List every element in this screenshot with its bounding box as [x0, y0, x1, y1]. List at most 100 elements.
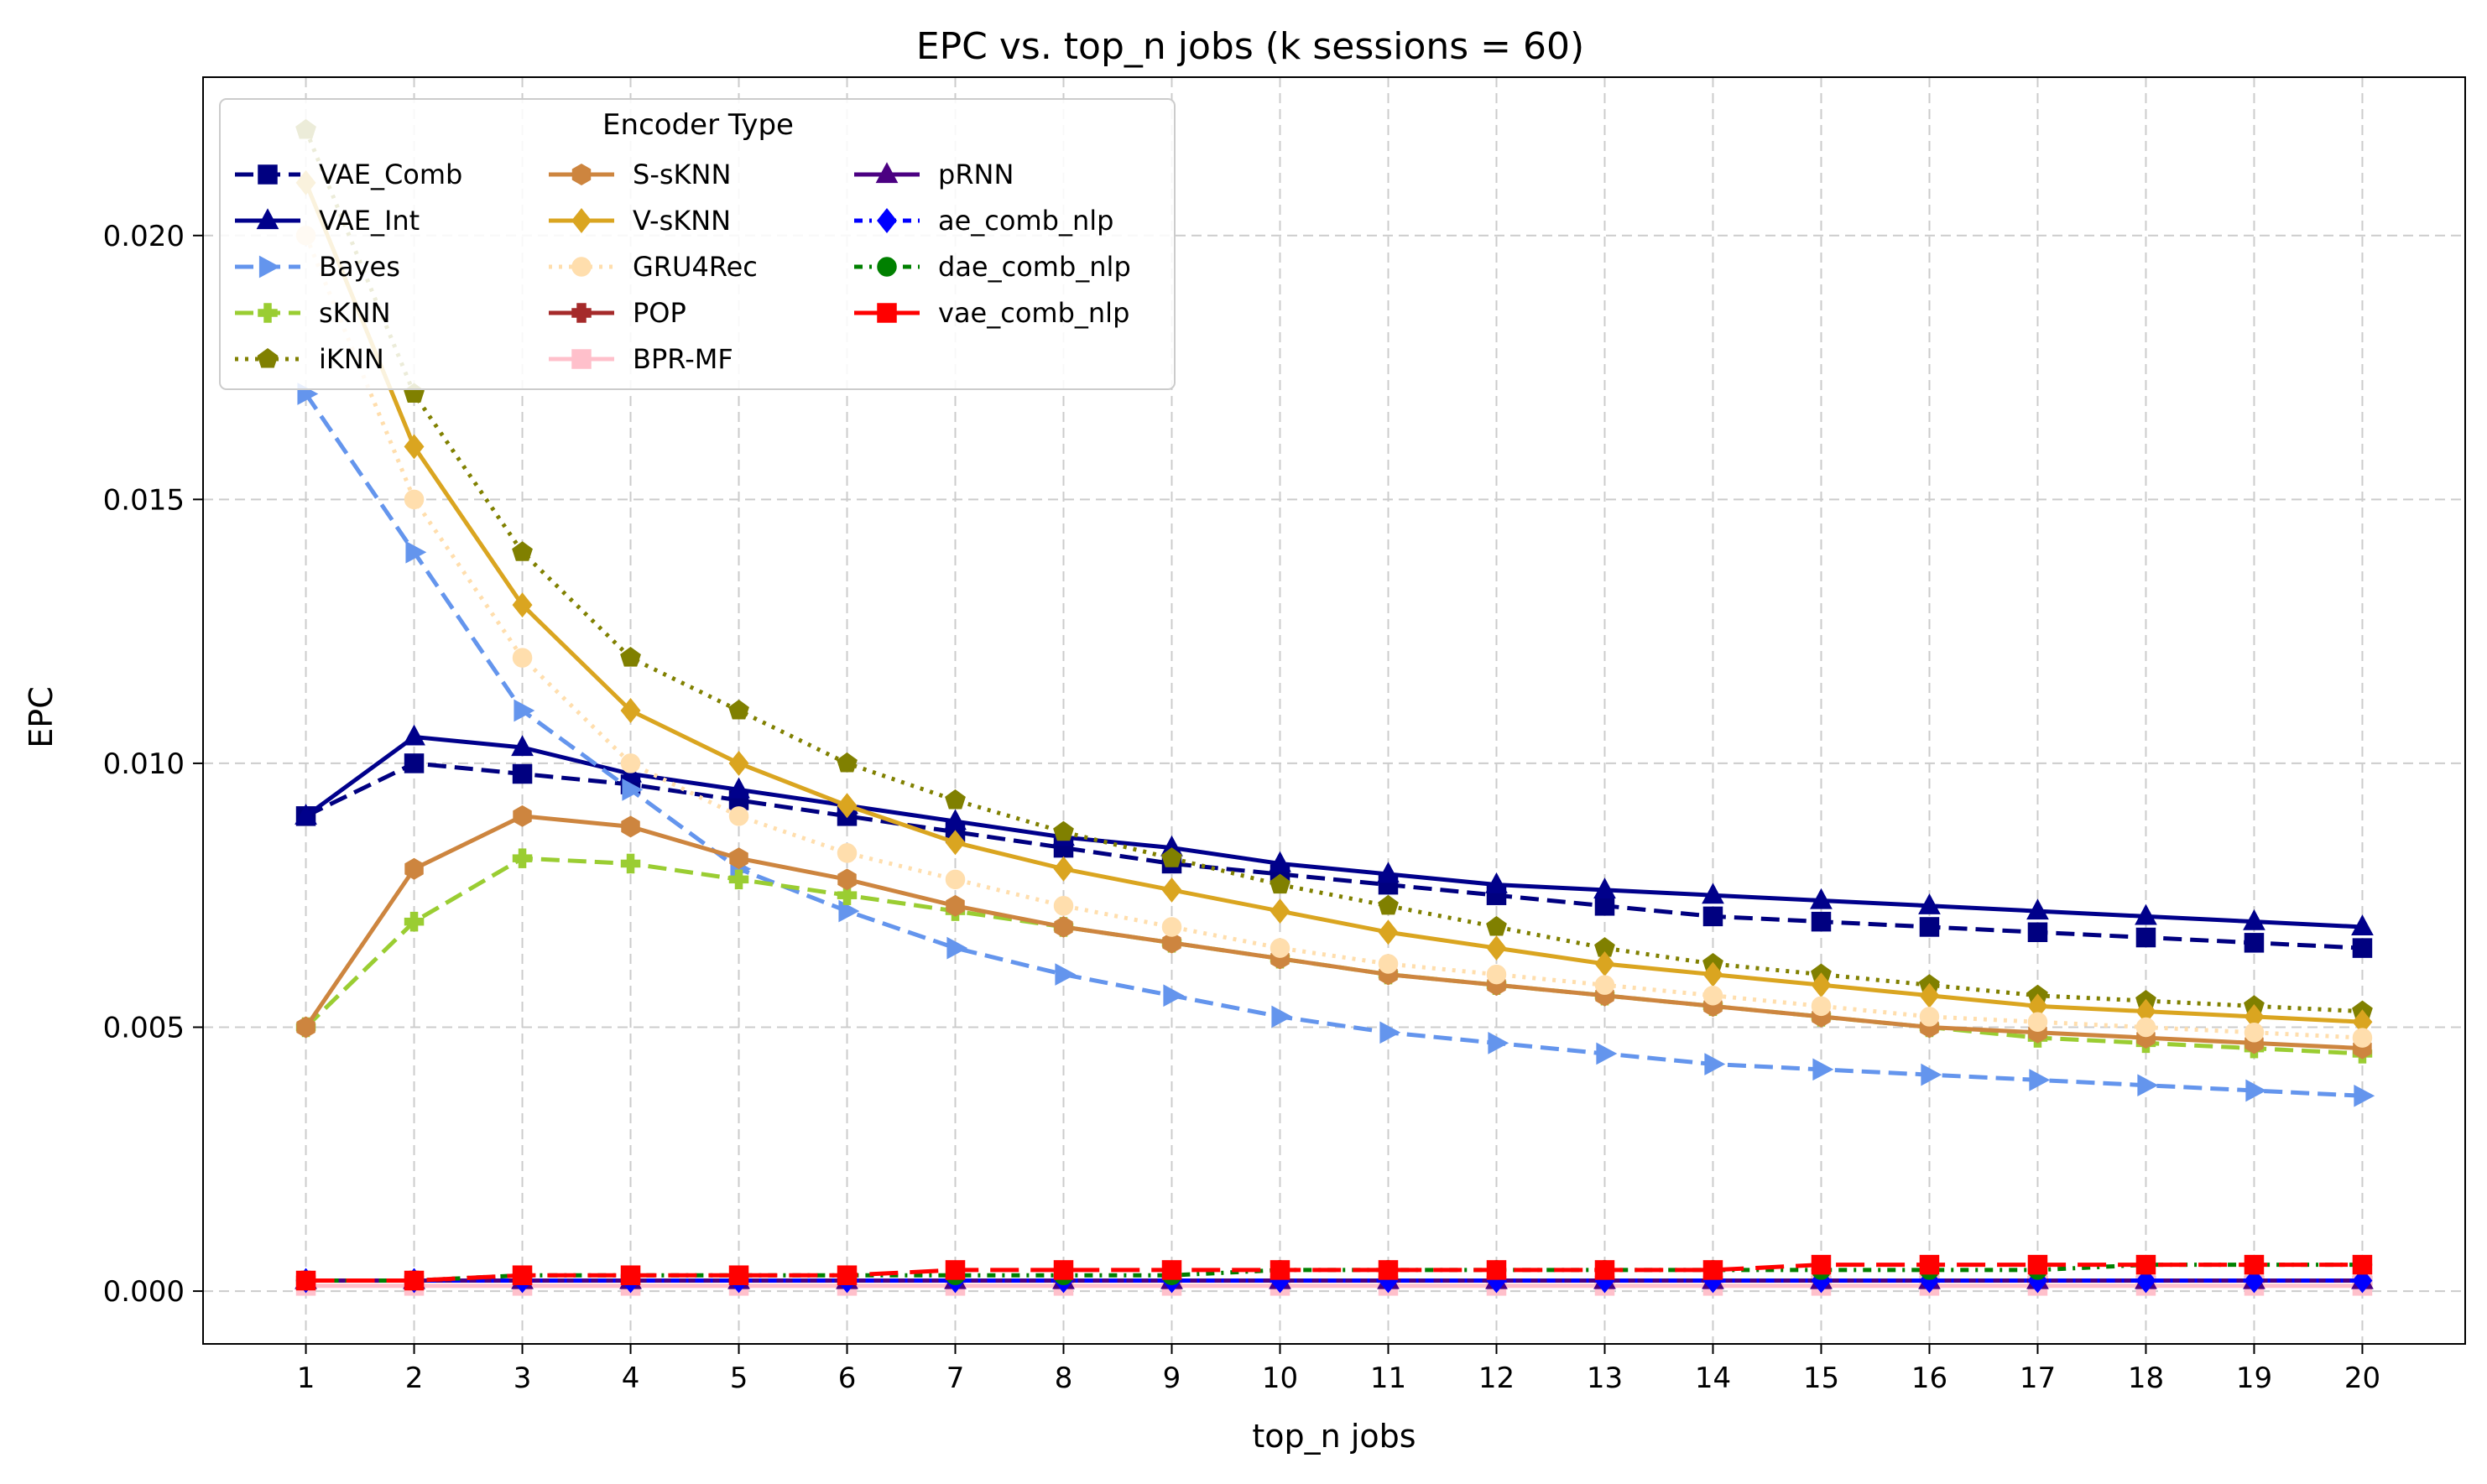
- data-point-vae-int: [511, 735, 534, 757]
- data-point-gru4rec: [945, 869, 966, 890]
- data-point-sknn: [404, 911, 425, 932]
- data-point-vae-comb: [2135, 927, 2156, 948]
- data-point-vae-comb-nlp: [2244, 1254, 2265, 1275]
- legend: Encoder Type VAE_Comb VAE_Int Bayes sKNN iKNN…: [219, 98, 1176, 390]
- data-point-vae-comb-nlp: [1270, 1260, 1290, 1280]
- data-point-v-sknn: [1161, 877, 1182, 903]
- data-point-vae-int: [1485, 872, 1508, 893]
- data-point-v-sknn: [512, 592, 533, 618]
- x-tick-label: 1: [297, 1362, 315, 1395]
- data-point-vae-comb: [2027, 922, 2048, 942]
- x-tick-label: 11: [1370, 1362, 1406, 1395]
- data-point-v-sknn: [945, 830, 966, 856]
- data-point-ae-comb-nlp: [2135, 1268, 2156, 1294]
- data-point-gru4rec: [1919, 1007, 1940, 1027]
- legend-entry-vae-int: VAE_Int: [235, 205, 420, 237]
- data-point-vae-comb-nlp: [1919, 1254, 1940, 1275]
- data-point-gru4rec: [1594, 975, 1615, 995]
- legend-entry-sknn: sKNN: [235, 297, 391, 329]
- data-point-s-sknn: [513, 804, 532, 827]
- data-point-gru4rec: [512, 648, 533, 668]
- data-point-bayes: [2245, 1079, 2267, 1102]
- data-point-iknn: [1486, 915, 1507, 936]
- y-tick-label: 0.015: [103, 483, 185, 517]
- data-point-iknn: [512, 541, 533, 561]
- y-axis-label: EPC: [23, 686, 60, 747]
- data-point-iknn: [837, 752, 858, 773]
- data-point-vae-int: [403, 724, 425, 746]
- legend-label: pRNN: [938, 159, 1014, 190]
- data-point-bayes: [1812, 1058, 1834, 1081]
- x-tick-label: 3: [514, 1362, 532, 1395]
- data-point-bayes: [946, 936, 968, 960]
- legend-entry-gru4rec: GRU4Rec: [549, 251, 758, 283]
- data-point-s-sknn: [837, 868, 857, 891]
- data-point-ae-comb-nlp: [2352, 1268, 2373, 1294]
- legend-marker: [571, 349, 592, 369]
- y-tick-label: 0.000: [103, 1275, 185, 1309]
- chart-title: EPC vs. top_n jobs (k sessions = 60): [916, 25, 1584, 68]
- legend-entry-pop: POP: [549, 297, 686, 329]
- data-point-bayes: [1704, 1053, 1726, 1075]
- data-point-v-sknn: [1053, 856, 1074, 882]
- data-point-vae-comb: [1811, 911, 1832, 932]
- series-line-bayes: [304, 393, 2363, 1098]
- data-point-iknn: [1161, 847, 1182, 867]
- legend-marker: [256, 208, 279, 230]
- x-tick-label: 9: [1163, 1362, 1181, 1395]
- data-point-bayes: [1488, 1032, 1509, 1054]
- x-axis-label: top_n jobs: [1252, 1418, 1416, 1455]
- y-tick-label: 0.005: [103, 1012, 185, 1045]
- legend-marker: [258, 164, 278, 185]
- legend-label: BPR-MF: [633, 343, 733, 375]
- data-point-s-sknn: [1162, 931, 1181, 954]
- legend-entry-iknn: iKNN: [235, 343, 384, 375]
- data-point-gru4rec: [1486, 964, 1507, 985]
- data-point-gru4rec: [1702, 986, 1723, 1006]
- x-tick-label: 10: [1262, 1362, 1298, 1395]
- data-point-bayes: [1921, 1063, 1942, 1086]
- series-line-vae-comb: [305, 761, 2363, 950]
- data-point-bayes: [838, 899, 860, 923]
- data-point-gru4rec: [620, 753, 641, 773]
- data-point-gru4rec: [1378, 954, 1399, 974]
- legend-title: Encoder Type: [602, 108, 794, 142]
- data-point-ae-comb-nlp: [2244, 1268, 2265, 1294]
- legend-label: GRU4Rec: [633, 251, 758, 283]
- legend-marker: [877, 208, 897, 233]
- data-point-vae-int: [1918, 893, 1941, 914]
- data-point-vae-comb: [1919, 917, 1940, 937]
- data-point-vae-comb-nlp: [2027, 1254, 2048, 1275]
- legend-entry-prnn: pRNN: [854, 159, 1014, 190]
- data-point-vae-comb-nlp: [1594, 1260, 1615, 1280]
- x-tick-label: 18: [2128, 1362, 2164, 1395]
- data-point-gru4rec: [2352, 1028, 2373, 1048]
- x-tick-label: 17: [2020, 1362, 2056, 1395]
- data-point-bayes: [1163, 984, 1185, 1008]
- data-point-vae-int: [295, 804, 317, 825]
- series-line-s-sknn: [304, 814, 2363, 1051]
- data-point-gru4rec: [2244, 1023, 2265, 1043]
- data-point-v-sknn: [620, 698, 641, 723]
- y-tick-label: 0.010: [103, 747, 185, 781]
- data-point-vae-comb-nlp: [728, 1265, 749, 1285]
- legend-label: vae_comb_nlp: [938, 297, 1129, 329]
- x-tick-label: 5: [730, 1362, 748, 1395]
- y-tick-label: 0.020: [103, 220, 185, 253]
- legend-marker: [875, 162, 899, 184]
- x-tick-label: 20: [2344, 1362, 2380, 1395]
- data-point-v-sknn: [728, 750, 749, 776]
- data-point-bayes: [1055, 963, 1077, 986]
- data-point-gru4rec: [2135, 1017, 2156, 1038]
- data-point-vae-int: [2243, 909, 2265, 930]
- data-point-gru4rec: [1270, 938, 1290, 958]
- data-point-vae-comb-nlp: [1161, 1260, 1182, 1280]
- x-tick-label: 16: [1911, 1362, 1947, 1395]
- data-point-vae-comb-nlp: [1053, 1260, 1074, 1280]
- legend-label: S-sKNN: [633, 159, 731, 190]
- data-point-iknn: [1270, 873, 1290, 894]
- data-point-vae-int: [2135, 903, 2157, 925]
- legend-entry-bayes: Bayes: [235, 251, 400, 283]
- axis-ticks: 1 2 3 4 5 6 7 8 9 10 11 12 13 14 15 16 17 18 19 200.0000.00…: [103, 220, 2380, 1395]
